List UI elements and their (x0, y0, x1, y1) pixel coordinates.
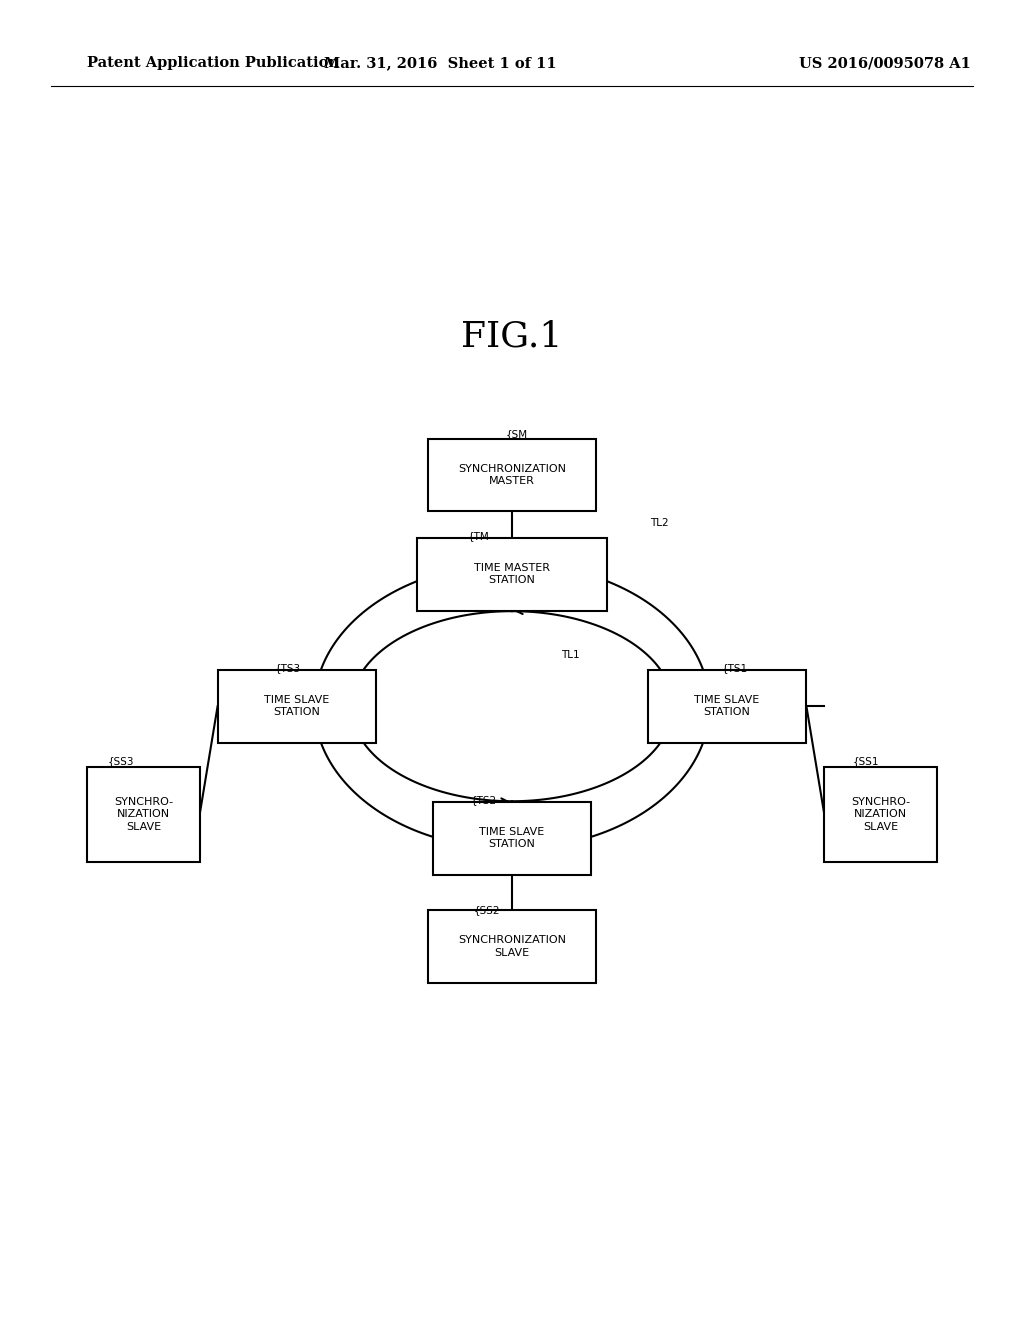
Text: SYNCHRO-
NIZATION
SLAVE: SYNCHRO- NIZATION SLAVE (114, 797, 173, 832)
Text: Patent Application Publication: Patent Application Publication (87, 57, 339, 70)
Text: SYNCHRO-
NIZATION
SLAVE: SYNCHRO- NIZATION SLAVE (851, 797, 910, 832)
Bar (428, 911, 596, 982)
Bar (824, 767, 937, 862)
Text: TIME MASTER
STATION: TIME MASTER STATION (474, 564, 550, 585)
Text: {SS1: {SS1 (853, 755, 880, 766)
Text: Mar. 31, 2016  Sheet 1 of 11: Mar. 31, 2016 Sheet 1 of 11 (324, 57, 557, 70)
Text: {SM: {SM (506, 429, 528, 440)
Text: {TS1: {TS1 (722, 663, 749, 673)
Bar (217, 671, 376, 742)
Text: SYNCHRONIZATION
SLAVE: SYNCHRONIZATION SLAVE (458, 936, 566, 957)
Text: SYNCHRONIZATION
MASTER: SYNCHRONIZATION MASTER (458, 465, 566, 486)
Bar (87, 767, 200, 862)
Text: TIME SLAVE
STATION: TIME SLAVE STATION (479, 828, 545, 849)
Bar (418, 539, 606, 610)
Text: TIME SLAVE
STATION: TIME SLAVE STATION (694, 696, 760, 717)
Text: {TS3: {TS3 (274, 663, 301, 673)
Text: {TM: {TM (468, 531, 489, 541)
Text: TL2: TL2 (650, 517, 669, 528)
Text: {SS2: {SS2 (474, 904, 501, 915)
Text: FIG.1: FIG.1 (462, 319, 562, 354)
Text: US 2016/0095078 A1: US 2016/0095078 A1 (799, 57, 971, 70)
Bar (647, 671, 807, 742)
Bar (432, 803, 592, 875)
Text: {SS3: {SS3 (108, 755, 134, 766)
Text: TIME SLAVE
STATION: TIME SLAVE STATION (264, 696, 330, 717)
Text: TL1: TL1 (561, 649, 580, 660)
Text: {TS2: {TS2 (471, 795, 498, 805)
Bar (428, 438, 596, 511)
